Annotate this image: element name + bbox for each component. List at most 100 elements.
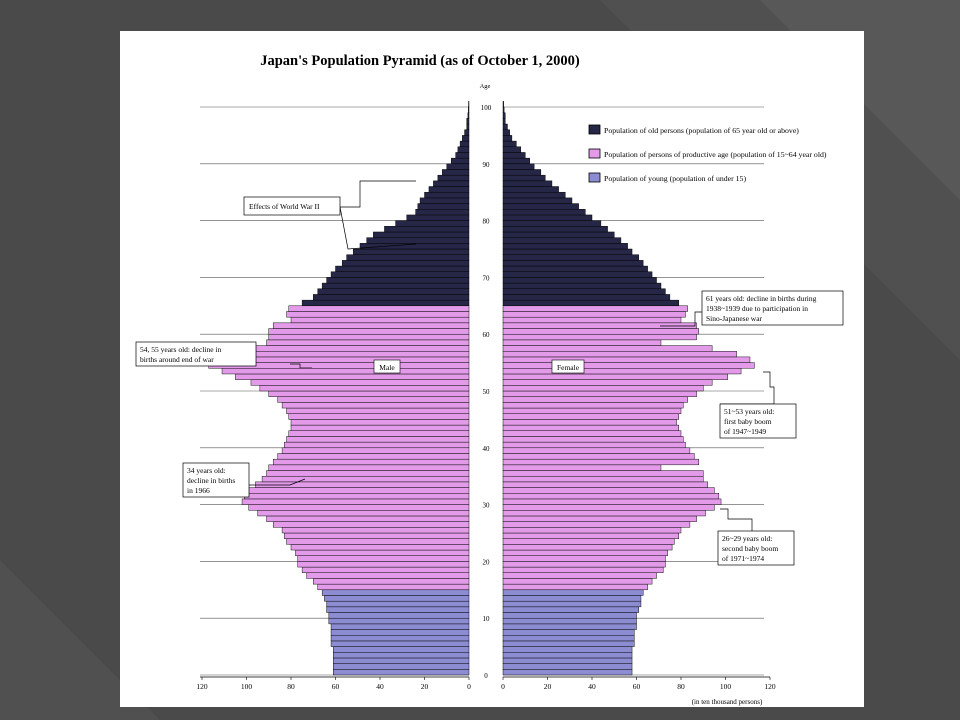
- age-tick-label: 90: [483, 161, 491, 169]
- male-bar: [288, 305, 470, 312]
- female-bar: [502, 106, 505, 113]
- male-bar: [297, 555, 470, 562]
- female-bar: [502, 652, 633, 659]
- pyramid-bars: [208, 101, 755, 676]
- female-bar: [502, 527, 682, 534]
- male-bar: [324, 595, 470, 602]
- female-bar: [502, 544, 673, 551]
- female-bar: [502, 390, 697, 397]
- male-bar: [286, 436, 470, 443]
- female-bar: [502, 146, 522, 153]
- male-bar: [286, 538, 470, 545]
- legend-swatch-young: [588, 172, 601, 183]
- age-tick-label: 50: [483, 388, 491, 396]
- female-bar: [502, 362, 755, 369]
- female-bar: [502, 260, 644, 267]
- female-bar: [502, 521, 691, 528]
- male-bar: [226, 351, 470, 358]
- female-bar: [502, 129, 510, 136]
- female-bar: [502, 402, 684, 409]
- female-bar: [502, 220, 602, 227]
- chart-title: Japan's Population Pyramid (as of Octobe…: [260, 53, 580, 69]
- female-bar: [502, 209, 586, 216]
- x-tick-label-male: 60: [332, 682, 340, 691]
- male-bar: [462, 135, 470, 142]
- legend-label-productive: Population of persons of productive age …: [604, 150, 827, 159]
- female-bar: [502, 152, 526, 159]
- female-bar: [502, 549, 668, 556]
- male-bar: [272, 521, 470, 528]
- male-bar: [437, 174, 470, 182]
- female-bar: [502, 646, 633, 653]
- female-bar: [502, 510, 706, 517]
- age-tick-label: 100: [481, 104, 492, 112]
- male-bar: [333, 663, 470, 670]
- female-bar: [502, 328, 700, 335]
- female-bar: [502, 112, 506, 119]
- svg-text:first baby boom: first baby boom: [724, 417, 772, 426]
- male-bar: [424, 191, 470, 199]
- svg-text:in 1966: in 1966: [187, 486, 210, 495]
- male-bar: [286, 407, 470, 414]
- female-bar: [502, 669, 633, 676]
- male-bar: [301, 299, 470, 307]
- gender-label-female: Female: [551, 359, 585, 374]
- female-bar: [502, 123, 508, 130]
- male-bar: [284, 441, 470, 449]
- female-bar: [502, 583, 648, 591]
- female-bar: [502, 101, 504, 108]
- x-unit-label: (in ten thousand persons): [692, 698, 763, 706]
- x-tick-label-male: 80: [287, 682, 295, 691]
- male-bar: [428, 186, 470, 193]
- female-bar: [502, 640, 635, 647]
- female-bar: [502, 294, 671, 301]
- male-bar: [467, 112, 470, 119]
- female-bar: [502, 498, 722, 505]
- age-tick-label: 0: [484, 672, 488, 680]
- svg-text:54, 55 years old: decline in: 54, 55 years old: decline in: [140, 345, 221, 354]
- age-tick-label: 70: [483, 274, 491, 282]
- age-tick-label: 10: [483, 615, 491, 623]
- svg-text:51~53 years old:: 51~53 years old:: [724, 407, 774, 416]
- male-bar: [297, 561, 470, 568]
- male-bar: [290, 424, 470, 431]
- age-tick-label: 80: [483, 218, 491, 226]
- male-bar: [259, 385, 470, 392]
- svg-text:decline in births: decline in births: [187, 476, 235, 485]
- male-bar: [261, 475, 470, 483]
- female-bar: [502, 186, 559, 193]
- x-tick-label-female: 20: [544, 682, 552, 691]
- svg-text:34 years old:: 34 years old:: [187, 466, 226, 475]
- female-bar: [502, 589, 644, 596]
- x-tick-label-female: 0: [501, 682, 505, 691]
- male-bar: [248, 504, 470, 511]
- female-bar: [502, 197, 573, 204]
- male-bar: [433, 180, 470, 187]
- male-bar: [335, 265, 470, 272]
- x-tick-label-male: 40: [376, 682, 384, 691]
- male-bar: [268, 390, 470, 397]
- female-bar: [502, 475, 704, 483]
- female-bar: [502, 345, 713, 352]
- female-bar: [502, 214, 593, 221]
- male-bar: [268, 464, 470, 471]
- annotation-26-29: 26~29 years old: second baby boom of 197…: [717, 508, 795, 566]
- male-bar: [268, 333, 470, 341]
- male-bar: [257, 510, 470, 517]
- legend-swatch-old: [588, 124, 601, 135]
- svg-text:Male: Male: [379, 363, 395, 372]
- male-bar: [333, 669, 470, 676]
- female-bar: [502, 538, 675, 545]
- male-bar: [288, 430, 470, 437]
- male-bar: [466, 123, 470, 130]
- female-bar: [502, 333, 697, 341]
- female-bar: [502, 140, 517, 147]
- x-tick-label-female: 80: [677, 682, 685, 691]
- female-bar: [502, 436, 684, 443]
- female-bar: [502, 396, 688, 403]
- female-bar: [502, 288, 666, 295]
- female-bar: [502, 635, 635, 642]
- annotation-54-55: 54, 55 years old: decline in births arou…: [135, 341, 312, 369]
- male-bar: [321, 282, 470, 289]
- x-tick-label-male: 0: [467, 682, 471, 691]
